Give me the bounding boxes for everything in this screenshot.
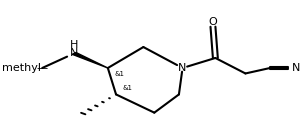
Text: N: N (292, 63, 300, 73)
Text: H: H (70, 40, 78, 50)
Text: methyl: methyl (2, 63, 41, 73)
Text: &1: &1 (115, 71, 125, 77)
Text: —: — (37, 63, 48, 73)
Text: &1: &1 (123, 85, 133, 91)
Polygon shape (72, 52, 108, 68)
Text: N: N (178, 63, 187, 73)
Text: N: N (70, 48, 78, 58)
Text: O: O (208, 17, 217, 27)
